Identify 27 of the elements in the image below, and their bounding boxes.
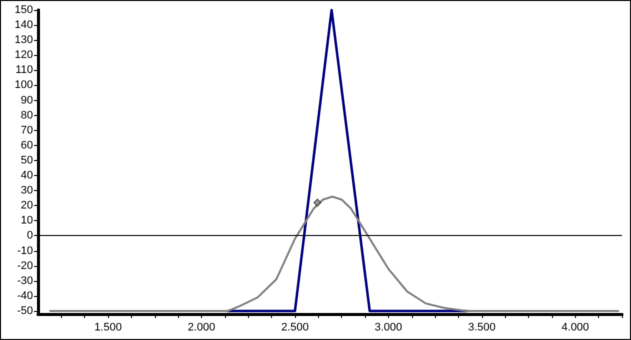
y-tick-label: 20 xyxy=(20,200,33,212)
y-tick-label: 30 xyxy=(20,184,33,197)
y-tick-label: 60 xyxy=(20,139,33,152)
y-tick-label: -30 xyxy=(17,274,33,287)
x-tick-label: 4.000 xyxy=(562,322,590,334)
y-tick-label: -40 xyxy=(17,290,33,302)
y-tick-label: 140 xyxy=(14,19,33,32)
y-tick-label: 40 xyxy=(20,170,33,182)
x-tick-label: 3.000 xyxy=(374,322,402,334)
x-tick-label: 2.000 xyxy=(188,322,216,334)
y-tick-label: 150 xyxy=(14,4,33,16)
y-tick-label: -20 xyxy=(17,260,33,272)
y-tick-label: 70 xyxy=(20,124,33,136)
y-tick-label: 10 xyxy=(20,214,33,227)
y-tick-label: 50 xyxy=(20,154,33,166)
y-tick-label: 100 xyxy=(14,79,33,92)
x-tick-label: 2.500 xyxy=(281,322,309,334)
y-tick-label: 80 xyxy=(20,109,33,122)
y-tick-label: 120 xyxy=(14,49,33,62)
y-tick-label: 90 xyxy=(20,94,33,106)
y-tick-label: 130 xyxy=(14,34,33,46)
y-tick-label: -50 xyxy=(17,304,33,317)
y-tick-label: 0 xyxy=(26,230,33,242)
y-tick-label: 110 xyxy=(15,64,33,76)
x-tick-label: 1.500 xyxy=(94,322,122,334)
y-tick-label: -10 xyxy=(17,244,33,257)
x-tick-label: 3.500 xyxy=(468,322,496,334)
